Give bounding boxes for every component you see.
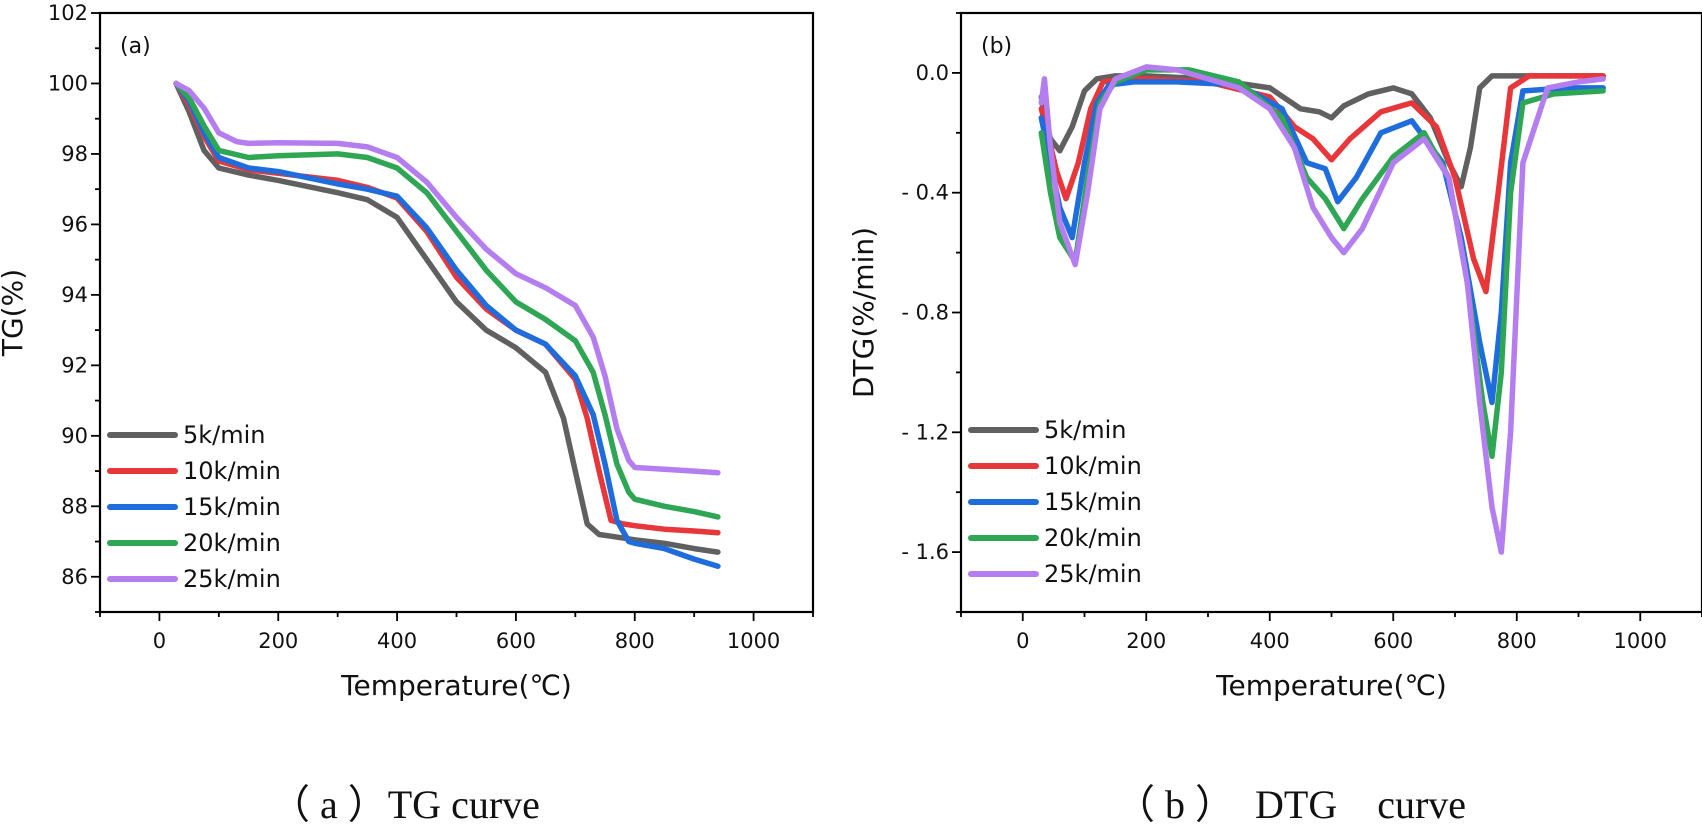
x-tick-label: 200	[258, 629, 298, 653]
x-tick-label: 1000	[1614, 629, 1667, 653]
legend-label: 25k/min	[1044, 560, 1142, 588]
panel-label: (b)	[981, 34, 1012, 59]
series-line-25kmin	[1038, 64, 1606, 555]
y-axis-title: TG(%)	[0, 269, 29, 357]
y-tick-label: - 0.8	[901, 301, 949, 325]
x-tick-label: 1000	[727, 629, 780, 653]
x-tick-label: 600	[496, 629, 536, 653]
plot-frame	[98, 11, 815, 614]
x-tick-label: 400	[377, 629, 417, 653]
y-tick-label: - 0.4	[901, 181, 949, 205]
y-tick-label: 100	[48, 71, 88, 95]
y-tick-label: 88	[61, 494, 88, 518]
series-line-25kmin	[173, 80, 721, 476]
x-tick-label: 600	[1373, 629, 1413, 653]
series-line-15kmin	[173, 80, 721, 569]
legend-label: 15k/min	[1044, 488, 1142, 516]
y-tick-label: 90	[61, 424, 88, 448]
legend-label: 10k/min	[183, 457, 281, 485]
series-line-5kmin	[173, 80, 721, 555]
panel-label: (a)	[120, 34, 151, 59]
y-tick-label: 0.0	[916, 61, 949, 85]
legend-label: 25k/min	[183, 565, 281, 593]
y-tick-label: 92	[61, 353, 88, 377]
legend-label: 10k/min	[1044, 452, 1142, 480]
caption-tg-curve: （ a ）TG curve	[270, 782, 540, 827]
series-line-5kmin	[1038, 73, 1606, 190]
x-axis-title: Temperature(℃)	[340, 669, 572, 702]
series-line-15kmin	[1038, 79, 1606, 406]
y-tick-label: 86	[61, 565, 88, 589]
y-tick-label: 102	[48, 1, 88, 25]
x-tick-label: 400	[1250, 629, 1290, 653]
y-tick-label: - 1.2	[901, 420, 949, 444]
legend-label: 5k/min	[183, 421, 266, 449]
y-tick-label: 98	[61, 142, 88, 166]
legend-label: 15k/min	[183, 493, 281, 521]
x-tick-label: 800	[615, 629, 655, 653]
y-tick-label: 94	[61, 283, 88, 307]
y-tick-label: 96	[61, 212, 88, 236]
dtg-chart: 0 200 400 600 800 1000 0.0 - 0.4 - 0.8 - 1.2 - 1.6…	[847, 11, 1702, 702]
y-tick-label: - 1.6	[901, 540, 949, 564]
legend-label: 5k/min	[1044, 416, 1127, 444]
plot-frame	[959, 11, 1702, 614]
tg-chart: 0 200 400 600 800 1000 86 88 90 92 94 96 98 100 102 Tem…	[0, 1, 815, 702]
x-tick-label: 800	[1497, 629, 1537, 653]
y-axis-title: DTG(%/min)	[847, 227, 880, 398]
x-tick-label: 0	[153, 629, 166, 653]
x-tick-label: 200	[1126, 629, 1166, 653]
legend-label: 20k/min	[183, 529, 281, 557]
series-line-20kmin	[173, 80, 721, 520]
x-axis-title: Temperature(℃)	[1215, 669, 1447, 702]
caption-dtg-curve: （ b ） DTG curve	[1115, 782, 1467, 827]
x-tick-label: 0	[1016, 629, 1029, 653]
series-line-10kmin	[1038, 73, 1606, 295]
legend-label: 20k/min	[1044, 524, 1142, 552]
